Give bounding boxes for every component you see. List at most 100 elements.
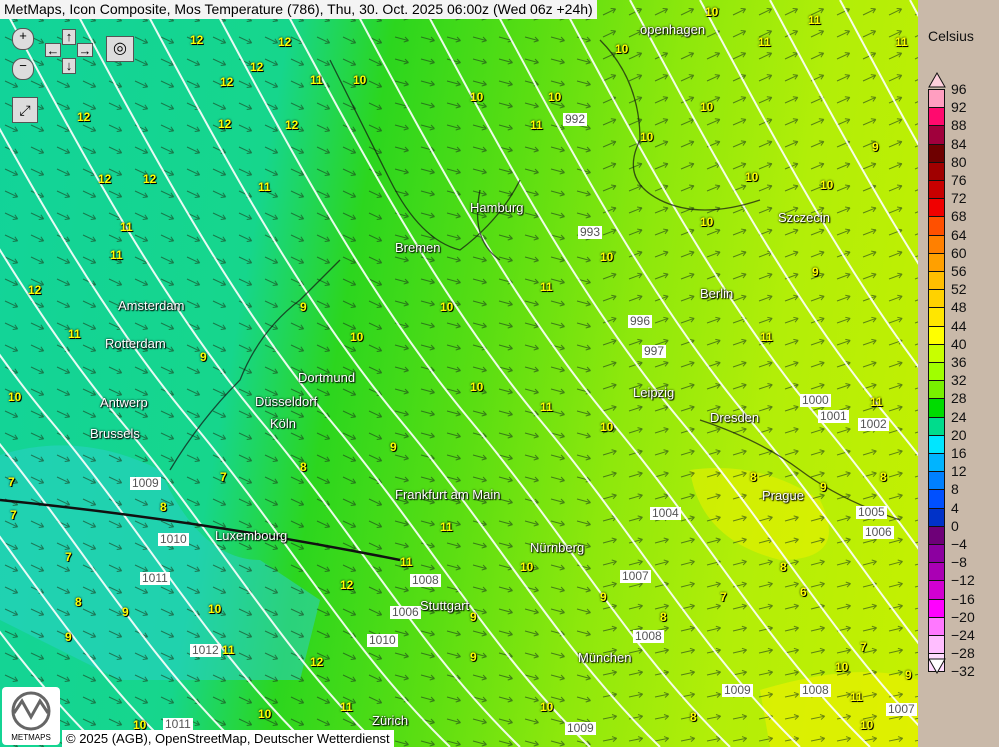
wind-arrow (524, 740, 539, 747)
wind-arrow (108, 278, 123, 286)
wind-arrow (914, 629, 918, 632)
wind-arrow (108, 256, 123, 264)
legend-label: 96 (951, 81, 967, 97)
wind-arrow (836, 691, 852, 698)
wind-arrow (446, 410, 461, 417)
wind-arrow (30, 256, 45, 264)
wind-arrow (550, 58, 565, 65)
wind-arrow (914, 497, 918, 500)
legend-swatch (928, 416, 945, 436)
legend-title: Celsius (928, 28, 974, 44)
wind-arrow (784, 405, 799, 412)
wind-arrow (108, 432, 123, 440)
wind-arrow (82, 454, 97, 462)
wind-arrow (836, 206, 851, 214)
wind-arrow (82, 520, 97, 528)
wind-arrow (810, 427, 825, 434)
wind-arrow (4, 278, 19, 286)
wind-arrow (810, 140, 825, 148)
wind-arrow (550, 454, 565, 461)
wind-arrow (706, 228, 721, 236)
wind-arrow (446, 696, 461, 703)
wind-arrow (394, 278, 409, 285)
temperature-legend: Celsius 96 92 88 84 80 76 72 68 64 60 56 52 48 44 40 36… (918, 0, 999, 747)
wind-arrow (30, 608, 45, 616)
wind-arrow (134, 564, 149, 572)
wind-arrow (30, 432, 45, 440)
wind-arrow (706, 316, 721, 324)
temperature-value: 12 (278, 35, 292, 49)
wind-arrow (212, 322, 227, 330)
temperature-value: 9 (122, 605, 129, 619)
wind-arrow (368, 432, 383, 440)
temperature-value: 9 (905, 668, 912, 682)
wind-arrow (134, 168, 149, 176)
pan-left-button[interactable]: ← (45, 43, 61, 58)
wind-arrow (498, 366, 513, 373)
camera-icon[interactable]: ◎ (106, 36, 134, 62)
wind-arrow (836, 96, 851, 104)
wind-arrow (212, 278, 227, 286)
wind-arrow (4, 124, 19, 132)
wind-arrow (264, 608, 279, 616)
legend-label: −20 (951, 608, 975, 625)
wind-arrow (758, 581, 773, 588)
wind-arrow (680, 581, 695, 588)
fullscreen-button[interactable]: ⤢ (12, 97, 38, 123)
wind-arrow (264, 278, 279, 286)
wind-arrow (732, 427, 747, 434)
wind-arrow (160, 498, 175, 506)
temperature-value: 10 (700, 215, 714, 229)
wind-arrow (706, 360, 721, 368)
wind-arrow (602, 493, 617, 500)
wind-arrow (914, 101, 918, 104)
wind-arrow (550, 542, 565, 549)
wind-arrow (498, 410, 513, 417)
wind-arrow (680, 647, 695, 654)
wind-arrow (160, 652, 175, 660)
wind-arrow (914, 541, 918, 544)
wind-arrow (888, 449, 903, 456)
isobar-line (489, 0, 918, 645)
isobar-line (349, 0, 871, 747)
pan-down-button[interactable]: ↓ (62, 58, 76, 74)
weather-map[interactable]: 12 12 12 12 11 10 12 12 12 12 12 11 11 11 12 11 10 7 7 7 8 9 9… (0, 0, 918, 747)
wind-arrow (758, 96, 773, 104)
wind-arrow (524, 256, 539, 263)
temperature-value: 7 (720, 590, 727, 604)
temperature-value: 10 (440, 300, 454, 314)
zoom-in-button[interactable]: + (12, 28, 34, 50)
pan-right-button[interactable]: → (77, 43, 93, 58)
legend-bottom-triangle (928, 658, 946, 674)
wind-arrow (264, 630, 279, 638)
wind-arrow (108, 454, 123, 462)
wind-arrow (420, 608, 435, 615)
wind-arrow (316, 234, 331, 242)
wind-arrow (368, 586, 383, 594)
wind-arrow (602, 30, 617, 38)
pan-up-button[interactable]: ↑ (62, 29, 76, 45)
wind-arrow (862, 647, 877, 654)
legend-swatch (928, 580, 945, 600)
temperature-value: 9 (600, 590, 607, 604)
wind-arrow (290, 344, 305, 352)
wind-arrow (550, 608, 565, 615)
zoom-out-button[interactable]: − (12, 58, 34, 80)
wind-arrow (758, 52, 773, 60)
wind-arrow (394, 36, 409, 43)
wind-arrow (602, 184, 617, 192)
wind-arrow (654, 559, 669, 566)
wind-arrow (82, 322, 97, 330)
wind-arrow (238, 36, 253, 44)
wind-arrow (602, 272, 617, 280)
wind-arrow (888, 316, 903, 324)
wind-arrow (524, 542, 539, 549)
temperature-value: 11 (895, 35, 908, 49)
wind-arrow (30, 388, 45, 396)
wind-arrow (836, 427, 851, 434)
wind-arrow (420, 476, 435, 483)
wind-arrow (524, 102, 539, 109)
wind-arrow (316, 168, 331, 176)
wind-arrow (472, 58, 487, 65)
wind-arrow (238, 344, 253, 352)
